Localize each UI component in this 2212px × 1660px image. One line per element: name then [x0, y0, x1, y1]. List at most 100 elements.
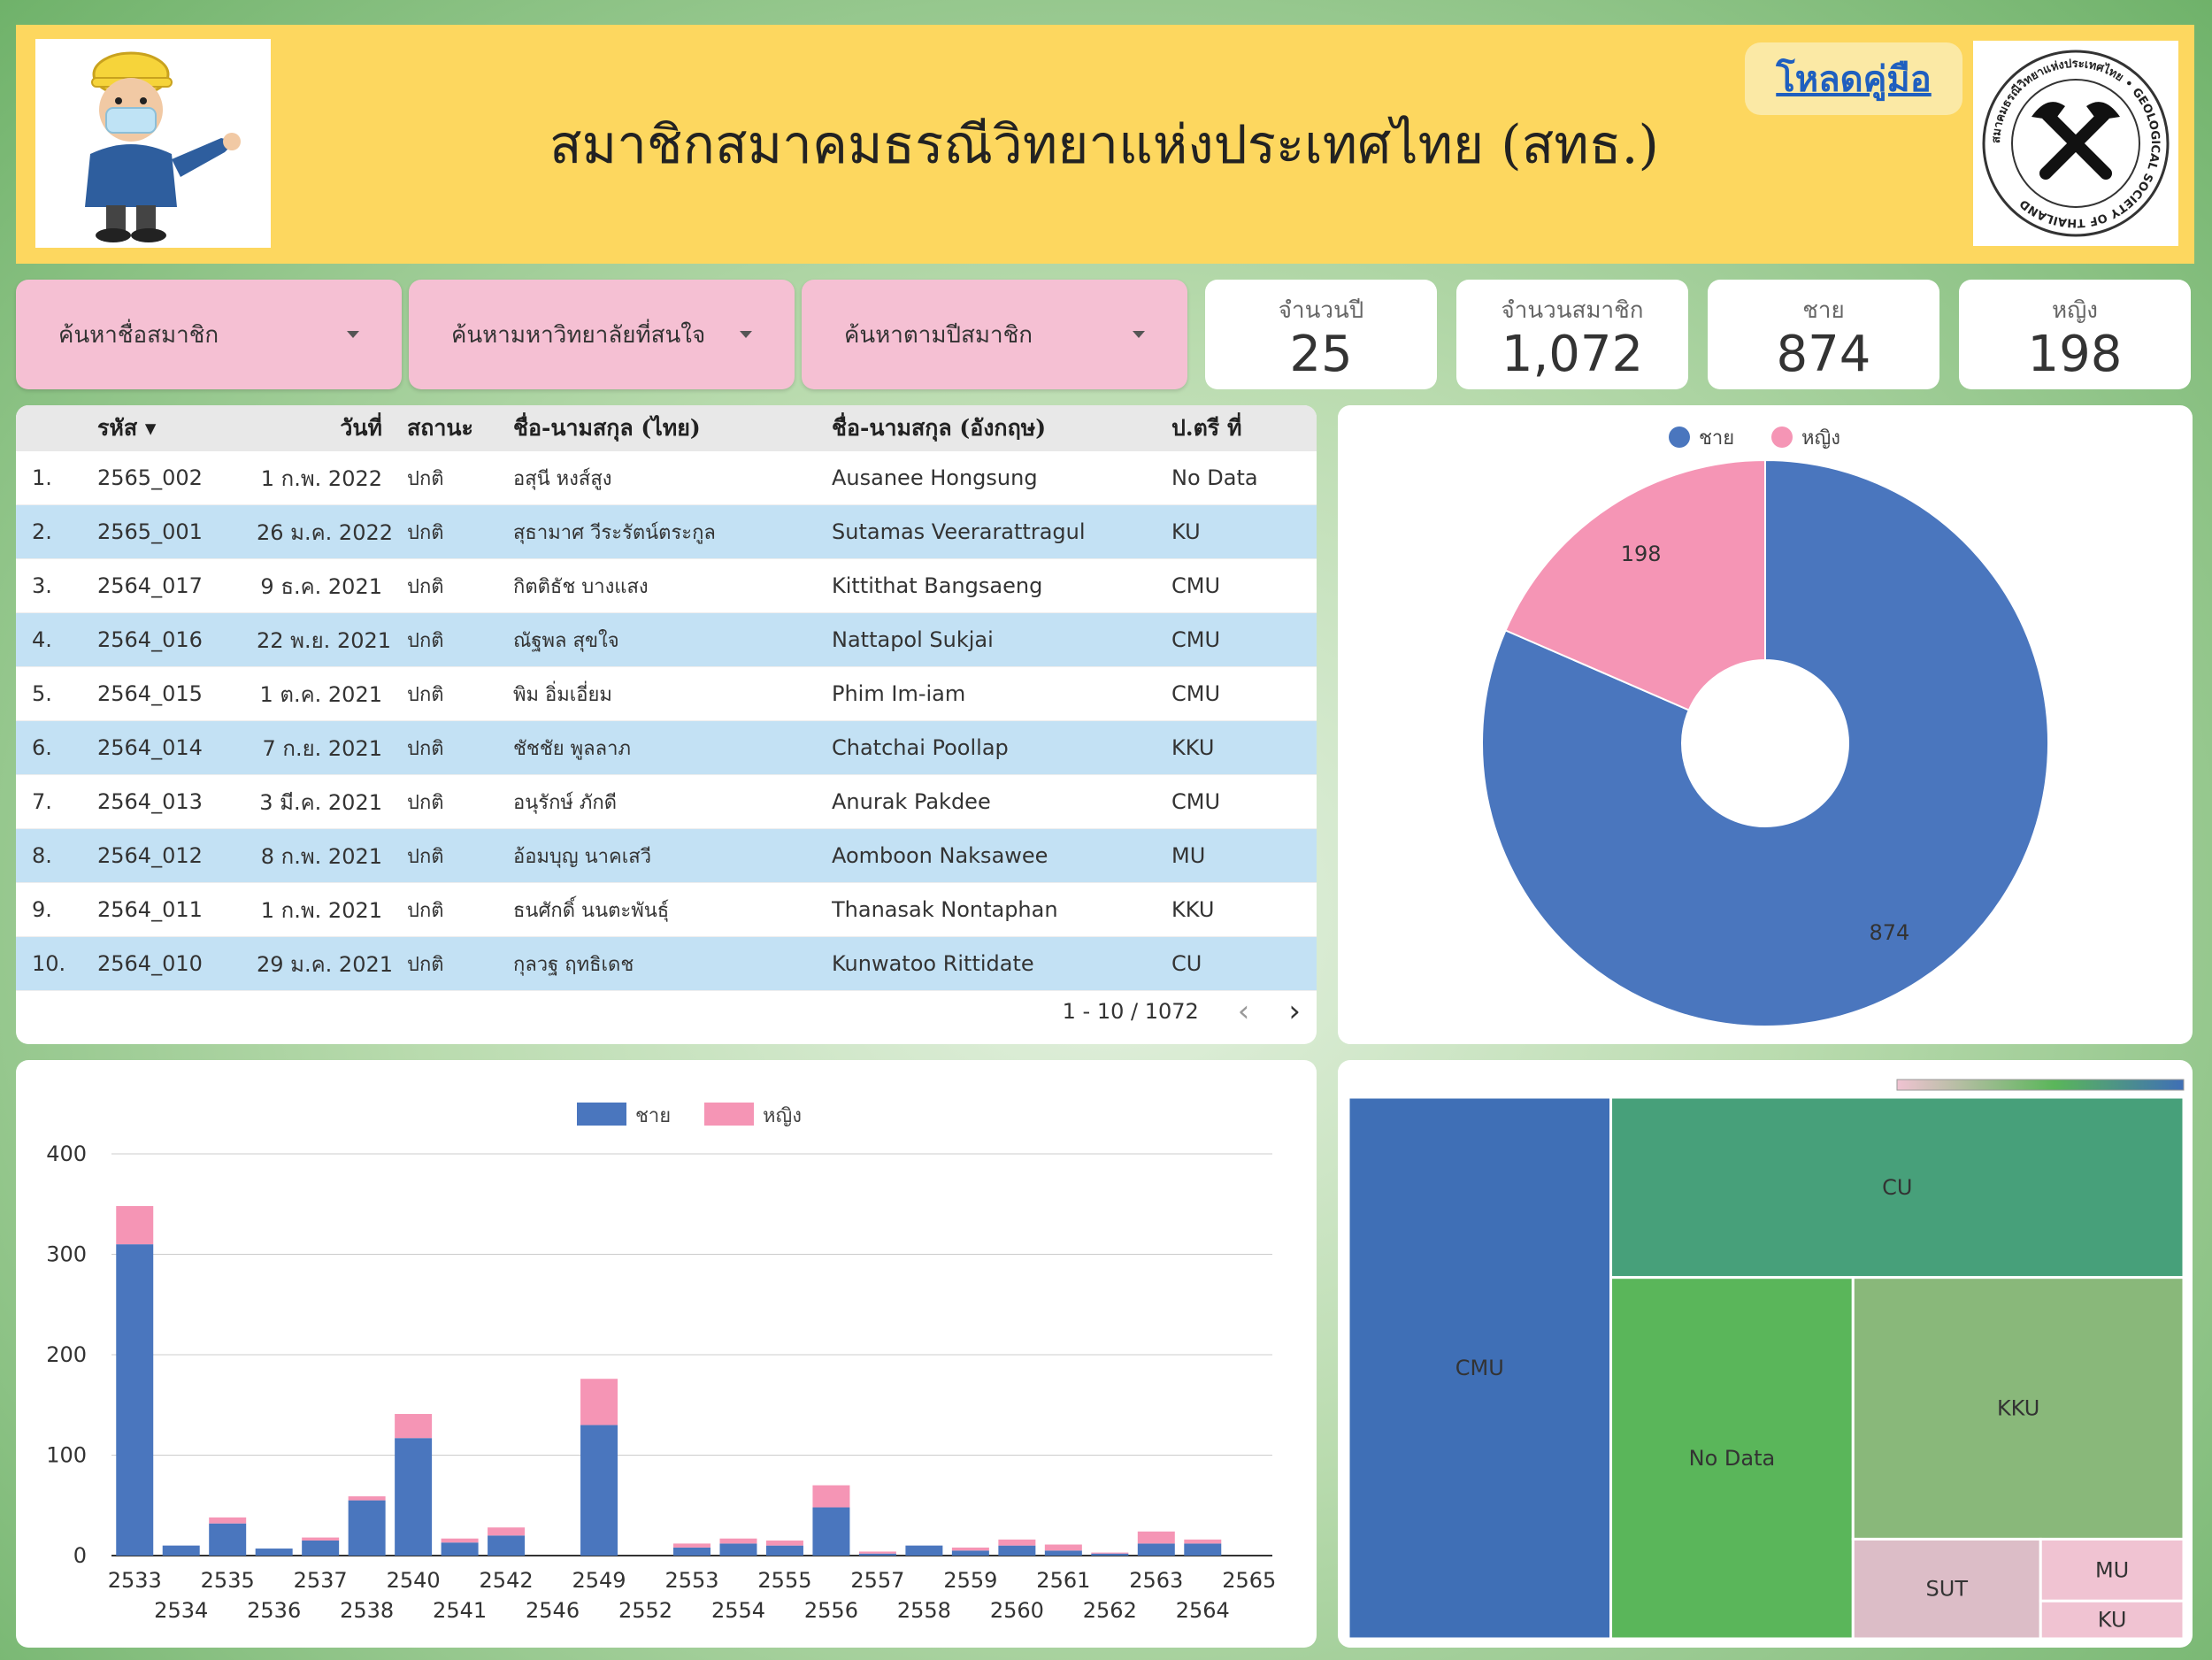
filter-university[interactable]: ค้นหามหาวิทยาลัยที่สนใจ: [409, 280, 795, 389]
kpi-years: จำนวนปี 25: [1205, 280, 1437, 389]
treemap-label-cmu: CMU: [1455, 1356, 1504, 1380]
table-row[interactable]: 2. 2565_001 26 ม.ค. 2022 ปกติ สุธามาศ วีระรั…: [16, 504, 1317, 559]
cell-code: 2564_010: [97, 936, 257, 991]
kpi-members: จำนวนสมาชิก 1,072: [1456, 280, 1688, 389]
column-header-date[interactable]: วันที่: [257, 405, 407, 451]
table-row[interactable]: 5. 2564_015 1 ต.ค. 2021 ปกติ พิม อิ่มเอี่ยม P…: [16, 666, 1317, 721]
column-header-university[interactable]: ป.ตรี ที่: [1171, 405, 1317, 451]
cell-status: ปกติ: [407, 504, 513, 559]
chevron-left-icon[interactable]: ‹: [1237, 994, 1250, 1029]
treemap-tile-ku[interactable]: [2039, 1599, 2185, 1641]
bar-male-2537[interactable]: [302, 1540, 340, 1556]
cell-name-thai: อนุรักษ์ ภักดี: [513, 774, 832, 829]
bar-male-2557[interactable]: [858, 1553, 896, 1556]
bar-male-2538[interactable]: [348, 1500, 386, 1556]
treemap-tile-cu[interactable]: [1609, 1095, 2185, 1280]
treemap-tile-kku[interactable]: [1851, 1276, 2185, 1541]
table-row[interactable]: 4. 2564_016 22 พ.ย. 2021 ปกติ ณัฐพล สุขใจ Nat…: [16, 612, 1317, 667]
table-row[interactable]: 1. 2565_002 1 ก.พ. 2022 ปกติ อสุนี หงส์สูง Au…: [16, 451, 1317, 505]
bar-female-2560[interactable]: [998, 1539, 1036, 1546]
bar-male-2561[interactable]: [1044, 1550, 1082, 1556]
bar-female-2561[interactable]: [1044, 1544, 1082, 1551]
x-tick-label: 2557: [850, 1568, 904, 1593]
cell-university: KU: [1171, 504, 1317, 559]
cell-date: 8 ก.พ. 2021: [257, 828, 407, 883]
column-header-name-english[interactable]: ชื่อ-นามสกุล (อังกฤษ): [832, 405, 1171, 451]
chevron-right-icon[interactable]: ›: [1288, 994, 1301, 1029]
bar-male-2533[interactable]: [116, 1244, 154, 1556]
bar-female-2537[interactable]: [302, 1537, 340, 1541]
cell-university: CU: [1171, 936, 1317, 991]
bar-female-2557[interactable]: [858, 1551, 896, 1554]
donut-slice-1[interactable]: [1504, 458, 1766, 711]
bar-female-2554[interactable]: [719, 1538, 757, 1544]
bar-female-2535[interactable]: [209, 1517, 247, 1524]
cell-name-english: Phim Im-iam: [832, 666, 1171, 721]
bar-male-2535[interactable]: [209, 1523, 247, 1556]
bar-male-2540[interactable]: [395, 1438, 433, 1556]
bar-male-2559[interactable]: [951, 1550, 989, 1556]
x-tick-label: 2538: [340, 1598, 394, 1623]
bar-male-2562[interactable]: [1091, 1553, 1129, 1556]
bar-male-2556[interactable]: [812, 1507, 850, 1556]
kpi-members-label: จำนวนสมาชิก: [1501, 297, 1644, 324]
cell-status: ปกติ: [407, 666, 513, 721]
cell-date: 1 ก.พ. 2022: [257, 451, 407, 505]
bar-female-2555[interactable]: [765, 1540, 803, 1546]
table-row[interactable]: 7. 2564_013 3 มี.ค. 2021 ปกติ อนุรักษ์ ภักดี…: [16, 774, 1317, 829]
cell-university: MU: [1171, 828, 1317, 883]
treemap-tile-cmu[interactable]: [1347, 1095, 1613, 1641]
table-row[interactable]: 3. 2564_017 9 ธ.ค. 2021 ปกติ กิตติธัช บางแสง…: [16, 558, 1317, 613]
cell-name-thai: กิตติธัช บางแสง: [513, 558, 832, 613]
bar-male-2542[interactable]: [488, 1535, 526, 1556]
bar-female-2556[interactable]: [812, 1485, 850, 1508]
x-tick-label: 2558: [897, 1598, 951, 1623]
university-treemap: CMU CU No Data KKU SUT MU KU: [1347, 1079, 2185, 1641]
cell-date: 9 ธ.ค. 2021: [257, 558, 407, 613]
bar-female-2542[interactable]: [488, 1527, 526, 1536]
table-row[interactable]: 6. 2564_014 7 ก.ย. 2021 ปกติ ชัชชัย พูลลาภ Ch…: [16, 720, 1317, 775]
kpi-male: ชาย 874: [1708, 280, 1939, 389]
bar-male-2564[interactable]: [1184, 1543, 1222, 1556]
column-header-name-thai[interactable]: ชื่อ-นามสกุล (ไทย): [513, 405, 832, 451]
bar-female-2538[interactable]: [348, 1496, 386, 1501]
filter-member-year[interactable]: ค้นหาตามปีสมาชิก: [802, 280, 1187, 389]
page-title: สมาชิกสมาคมธรณีวิทยาแห่งประเทศไทย (สทธ.): [549, 113, 1659, 176]
table-row[interactable]: 8. 2564_012 8 ก.พ. 2021 ปกติ อ้อมบุญ นาคเสวี…: [16, 828, 1317, 883]
bar-female-2559[interactable]: [951, 1547, 989, 1551]
x-tick-label: 2537: [294, 1568, 348, 1593]
cell-university: CMU: [1171, 612, 1317, 667]
column-header-code[interactable]: รหัส ▾: [97, 405, 257, 451]
bar-female-2553[interactable]: [673, 1543, 710, 1548]
bar-male-2555[interactable]: [765, 1545, 803, 1556]
bar-female-2533[interactable]: [116, 1206, 154, 1245]
treemap-tile-sut[interactable]: [1851, 1537, 2042, 1641]
table-row[interactable]: 9. 2564_011 1 ก.พ. 2021 ปกติ ธนศักดิ์ นนตะพั…: [16, 882, 1317, 937]
table-row[interactable]: 10. 2564_010 29 ม.ค. 2021 ปกติ กุลวฐ ฤทธิเดช…: [16, 936, 1317, 991]
pagination-range: 1 - 10 / 1072: [1062, 999, 1199, 1024]
bar-female-2563[interactable]: [1137, 1531, 1175, 1544]
bar-male-2558[interactable]: [905, 1545, 943, 1556]
bar-female-2549[interactable]: [580, 1379, 618, 1426]
cell-index: 9.: [16, 882, 97, 937]
cell-name-english: Anurak Pakdee: [832, 774, 1171, 829]
cell-university: CMU: [1171, 666, 1317, 721]
bar-male-2553[interactable]: [673, 1547, 710, 1556]
bar-female-2541[interactable]: [441, 1538, 479, 1543]
bar-male-2549[interactable]: [580, 1425, 618, 1556]
treemap-tile-no-data[interactable]: [1609, 1276, 1855, 1641]
filter-member-name[interactable]: ค้นหาชื่อสมาชิก: [16, 280, 402, 389]
bar-female-2564[interactable]: [1184, 1539, 1222, 1544]
download-manual-button[interactable]: โหลดคู่มือ: [1745, 42, 1962, 115]
column-header-status[interactable]: สถานะ: [407, 405, 513, 451]
bar-male-2536[interactable]: [255, 1549, 293, 1556]
bar-female-2562[interactable]: [1091, 1552, 1129, 1554]
bar-female-2540[interactable]: [395, 1413, 433, 1439]
bar-male-2563[interactable]: [1137, 1543, 1175, 1556]
bar-male-2541[interactable]: [441, 1542, 479, 1556]
bar-male-2554[interactable]: [719, 1543, 757, 1556]
bar-male-2560[interactable]: [998, 1545, 1036, 1556]
bar-male-2534[interactable]: [162, 1545, 200, 1556]
cell-name-english: Nattapol Sukjai: [832, 612, 1171, 667]
donut-slice-0[interactable]: [1481, 458, 2049, 1027]
